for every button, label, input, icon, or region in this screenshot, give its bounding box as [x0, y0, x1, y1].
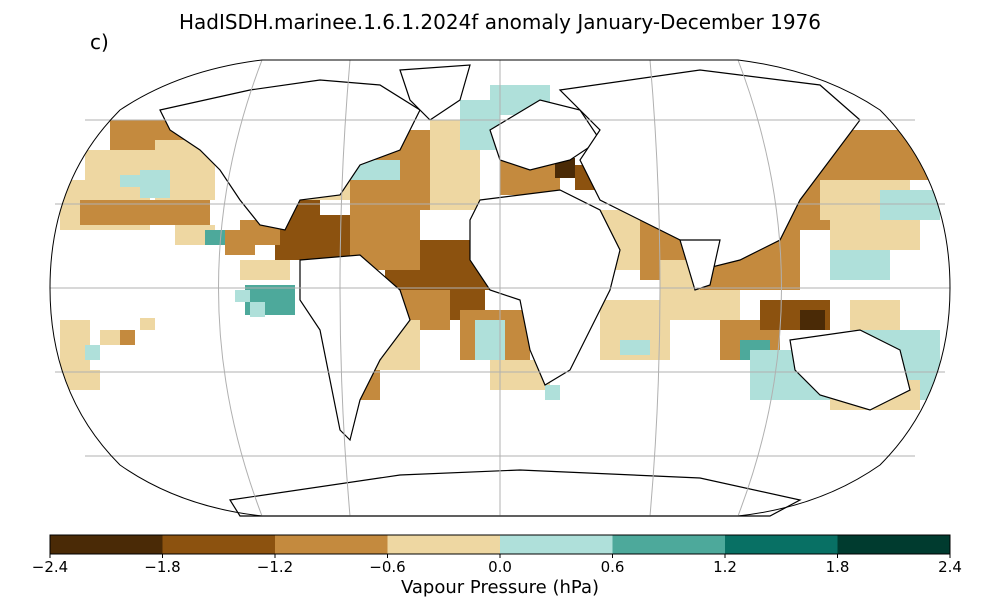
colorbar-tick-label: 0.6 [600, 558, 625, 576]
gridlines [50, 59, 950, 517]
colorbar-tick-label: −0.6 [369, 558, 406, 576]
colorbar-tick-label: 2.4 [938, 558, 962, 576]
globe-outline [49, 59, 951, 517]
colorbar-tick-label: −1.2 [256, 558, 294, 576]
colorbar-segment [612, 535, 726, 554]
colorbar-tick-label: 0.0 [488, 558, 512, 576]
panel-label: c) [90, 30, 109, 54]
colorbar-segment [837, 535, 951, 554]
colorbar [49, 535, 951, 558]
colorbar-label: Vapour Pressure (hPa) [400, 577, 600, 598]
colorbar-segment [50, 535, 163, 554]
colorbar-segment [500, 535, 613, 554]
colorbar-segment [725, 535, 838, 554]
colorbar-segment [387, 535, 501, 554]
colorbar-segment [275, 535, 388, 554]
colorbar-segment [162, 535, 276, 554]
map-title: HadISDH.marinee.1.6.1.2024f anomaly Janu… [178, 10, 822, 34]
colorbar-tick-label: −1.8 [144, 558, 181, 576]
colorbar-tick-label: 1.2 [713, 558, 737, 576]
colorbar-tick-label: −2.4 [31, 558, 69, 576]
colorbar-frame [49, 534, 951, 555]
colorbar-tick-label: 1.8 [825, 558, 850, 576]
